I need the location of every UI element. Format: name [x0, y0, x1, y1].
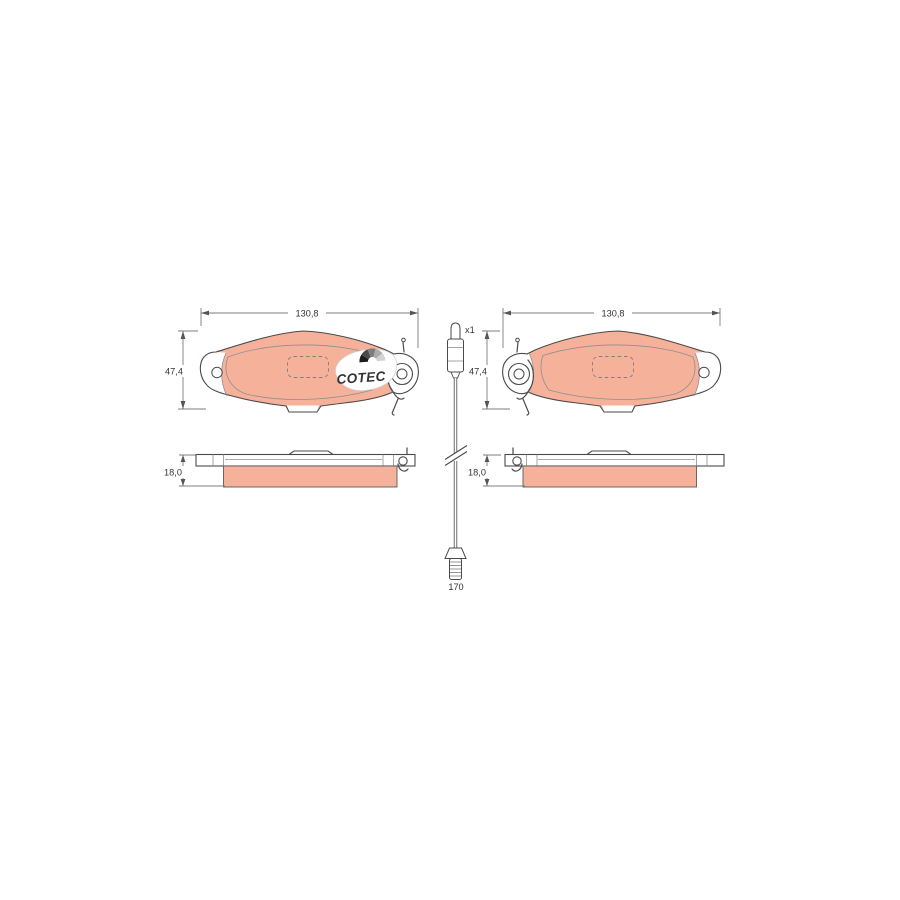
- wear-sensor: x1 170: [444, 322, 475, 592]
- right-pad-height-label: 47,4: [469, 367, 487, 377]
- gauge-segment-1: [359, 354, 369, 363]
- label-backing: [464, 365, 491, 377]
- arrowhead: [484, 401, 490, 409]
- logo-gauge-icon: [359, 348, 386, 363]
- label-backing: [160, 365, 187, 377]
- arrowhead: [484, 455, 490, 462]
- arrowhead: [410, 310, 418, 316]
- logo-text: COTEC: [336, 369, 386, 387]
- cable-break-mask: [445, 445, 467, 466]
- sensor-plug-cap: [444, 547, 467, 559]
- gauge-segment-3: [367, 348, 376, 358]
- label-backing: [463, 466, 490, 478]
- gauge-segment-4: [373, 348, 383, 359]
- arrowhead: [180, 331, 186, 339]
- label-backing: [594, 306, 632, 319]
- sensor-length-label: 170: [448, 582, 463, 592]
- arrowhead: [503, 310, 511, 316]
- label-backing: [288, 306, 326, 319]
- arrowhead: [180, 455, 186, 462]
- right-pad-thickness-label: 18,0: [468, 468, 486, 478]
- sensor-tip: [450, 322, 461, 340]
- right-pad-width-label: 130,8: [602, 309, 625, 319]
- left-pad-dimensions: 130,8 47,4 18,0: [159, 306, 419, 487]
- arrowhead: [180, 401, 186, 409]
- arrowhead: [201, 310, 209, 316]
- sensor-neck: [450, 371, 461, 379]
- arrowhead: [180, 479, 186, 486]
- arrowhead: [484, 331, 490, 339]
- arrowhead: [484, 479, 490, 486]
- left-pad-width-label: 130,8: [296, 309, 319, 319]
- cable-break-slash-1: [444, 451, 468, 466]
- sensor-connector-body: [447, 338, 464, 373]
- cable-break-slash-2: [444, 445, 468, 460]
- gauge-segment-2: [361, 349, 371, 360]
- arrowhead: [712, 310, 720, 316]
- gauge-segment-5: [375, 353, 386, 362]
- sensor-plug-threads: [450, 561, 461, 577]
- right-pad-dimensions: 130,8 47,4 18,0: [463, 306, 721, 487]
- left-pad-height-label: 47,4: [165, 367, 183, 377]
- cotec-logo: COTEC: [335, 348, 398, 391]
- left-pad-thickness-label: 18,0: [164, 468, 182, 478]
- sensor-quantity-label: x1: [465, 325, 475, 335]
- left-pad-side-view: [195, 447, 416, 488]
- right-pad-front-view: [502, 330, 722, 416]
- label-backing: [159, 466, 186, 478]
- right-pad-side-view: [504, 447, 725, 488]
